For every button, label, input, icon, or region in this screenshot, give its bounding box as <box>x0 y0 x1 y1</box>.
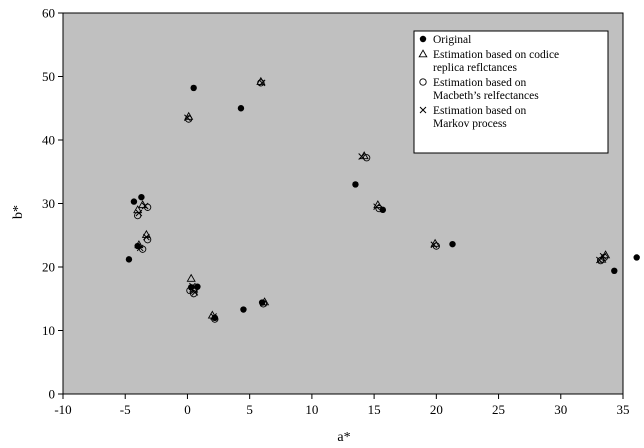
x-tick-label: 5 <box>246 402 253 417</box>
data-point <box>237 105 245 112</box>
data-point <box>596 256 603 264</box>
data-point <box>601 250 611 259</box>
data-point <box>352 181 359 188</box>
legend-label: replica reflctances <box>433 62 517 74</box>
data-point <box>134 242 141 250</box>
x-axis-label: a* <box>337 430 350 445</box>
y-tick-label: 60 <box>42 6 55 21</box>
x-tick-label: 30 <box>554 402 567 417</box>
data-point <box>138 193 145 201</box>
y-axis: 0 10 20 30 40 50 60 <box>42 6 63 402</box>
data-point <box>184 114 191 122</box>
y-tick-label: 50 <box>42 69 55 84</box>
data-point <box>633 254 640 261</box>
x-tick-label: 0 <box>184 402 191 417</box>
x-tick-label: -10 <box>54 402 71 417</box>
legend-marker <box>419 106 427 114</box>
legend-label: Markov process <box>433 118 507 130</box>
x-tick-label: 25 <box>492 402 505 417</box>
y-tick-label: 20 <box>42 260 55 275</box>
y-tick-label: 0 <box>49 387 56 402</box>
legend-label: Estimation based on <box>433 77 527 89</box>
data-point <box>133 205 143 214</box>
data-point <box>187 284 195 291</box>
data-point <box>190 84 197 92</box>
x-tick-label: 15 <box>368 402 381 417</box>
data-point <box>611 267 618 275</box>
legend-marker <box>419 35 427 43</box>
y-tick-label: 10 <box>42 323 55 338</box>
legend-label: Estimation based on <box>433 105 527 117</box>
data-point <box>194 283 201 290</box>
data-point <box>449 240 456 248</box>
data-point <box>135 209 143 217</box>
data-point <box>240 306 247 313</box>
legend-marker <box>419 78 427 86</box>
data-point <box>186 273 196 282</box>
data-points <box>125 76 640 323</box>
x-tick-label: 10 <box>305 402 318 417</box>
data-point <box>141 202 149 210</box>
legend-label: Estimation based on codice <box>433 49 559 61</box>
data-point <box>191 289 199 296</box>
x-tick-label: 20 <box>430 402 443 417</box>
data-point <box>125 256 133 263</box>
data-point <box>258 299 266 306</box>
data-point <box>258 79 266 87</box>
legend-marker <box>418 49 428 58</box>
y-tick-label: 40 <box>42 133 55 148</box>
legend-box <box>413 30 609 154</box>
data-point <box>130 198 138 205</box>
x-tick-label: 35 <box>617 402 630 417</box>
x-tick-label: -5 <box>120 402 131 417</box>
legend: Original Estimation based on codicereplic… <box>413 30 609 154</box>
data-point <box>373 203 380 211</box>
legend-label: Macbeth’s relfectances <box>433 90 539 102</box>
data-point <box>379 206 387 214</box>
y-tick-label: 30 <box>42 196 55 211</box>
x-axis: -10 -5 0 5 10 15 20 25 30 35 <box>54 394 630 417</box>
y-axis-label: b* <box>11 205 26 219</box>
data-point <box>143 233 150 241</box>
data-point <box>430 241 438 249</box>
data-point <box>211 314 219 321</box>
data-point <box>138 200 148 209</box>
legend-label: Original <box>433 34 471 46</box>
data-point <box>358 153 366 160</box>
